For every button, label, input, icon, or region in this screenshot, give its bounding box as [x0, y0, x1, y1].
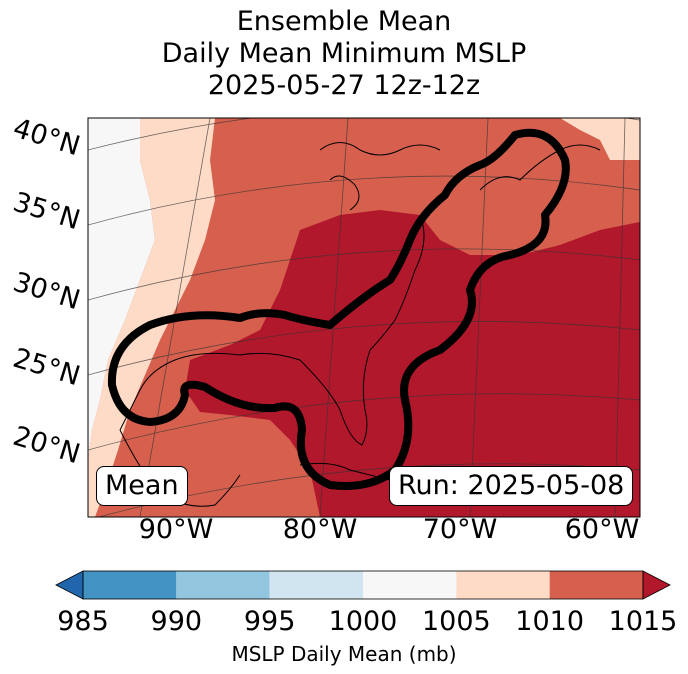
colorbar-extend-high: [642, 570, 671, 600]
title-line-3: 2025-05-27 12z-12z: [207, 70, 481, 101]
colorbar-tick-label: 985: [57, 606, 109, 637]
colorbar-segment: [456, 571, 550, 599]
title-line-2: Daily Mean Minimum MSLP: [161, 38, 527, 69]
colorbar-segment: [83, 571, 177, 599]
title-line-1: Ensemble Mean: [236, 6, 452, 37]
colorbar-tick-label: 1010: [515, 606, 585, 637]
colorbar-tick-label: 1005: [421, 606, 491, 637]
colorbar-tick-label: 1015: [608, 606, 678, 637]
colorbar-segment: [363, 571, 457, 599]
mslp-band-1005-1010: [88, 118, 215, 517]
lon-label-90w: 90°W: [138, 514, 214, 545]
colorbar-tick-label: 995: [243, 606, 296, 637]
colorbar-segment: [549, 571, 643, 599]
ensemble-contour: [107, 128, 570, 490]
colorbar-tick-label: 1000: [328, 606, 398, 637]
colorbar-segment: [176, 571, 270, 599]
colorbar-label: MSLP Daily Mean (mb): [231, 642, 457, 666]
lon-label-70w: 70°W: [422, 514, 498, 545]
mslp-band-1000-1005: [88, 118, 155, 460]
mslp-band-1005-1010-ne: [560, 118, 640, 160]
mean-badge: Mean: [96, 466, 188, 506]
run-badge: Run: 2025-05-08: [389, 466, 634, 506]
colorbar-extend-low: [55, 570, 84, 600]
lon-label-80w: 80°W: [282, 514, 358, 545]
lon-label-60w: 60°W: [564, 514, 640, 545]
colorbar-segment: [269, 571, 363, 599]
colorbar-tick-label: 990: [150, 606, 203, 637]
